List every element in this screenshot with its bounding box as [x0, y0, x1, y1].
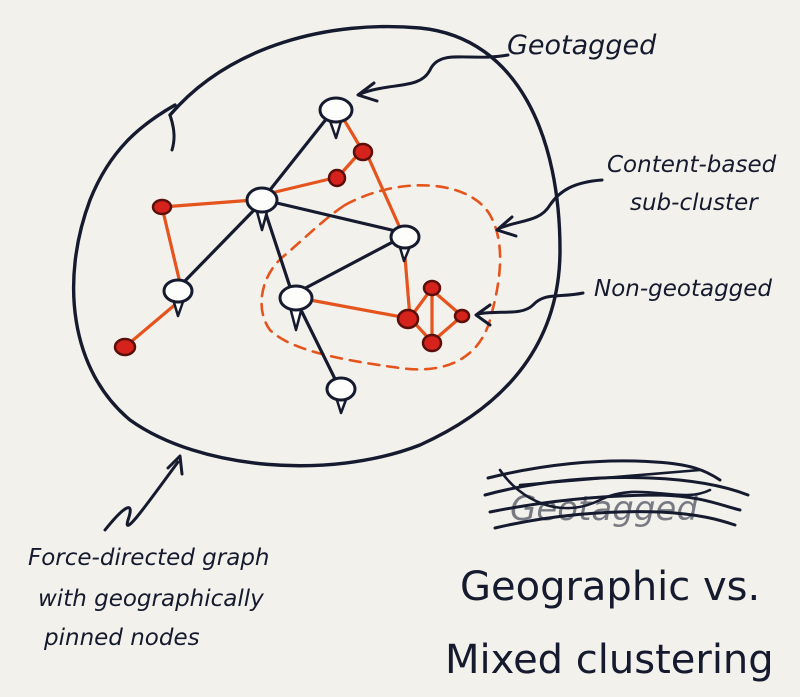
red-dot-icon	[421, 333, 443, 353]
subcluster-arrow	[495, 178, 604, 238]
title-line2: Mixed clustering	[445, 637, 774, 683]
label-force-directed-line1: Force-directed graph	[28, 545, 270, 571]
title-line1: Geographic vs.	[460, 564, 760, 610]
label-sub-cluster: sub-cluster	[630, 190, 759, 216]
geotagged-nodes	[162, 96, 421, 415]
red-dot-icon	[113, 337, 137, 357]
crossed-out-scribble	[483, 459, 750, 530]
map-pin-icon	[389, 224, 421, 263]
label-force-directed-line3: pinned nodes	[43, 625, 200, 651]
label-non-geotagged: Non-geotagged	[594, 276, 772, 302]
map-pin-icon	[318, 96, 354, 140]
red-dot-icon	[453, 308, 471, 324]
force-graph-arrow	[103, 454, 184, 532]
non-geotagged-arrow	[474, 291, 585, 327]
label-content-based: Content-based	[607, 152, 777, 178]
red-dot-icon	[396, 308, 420, 330]
map-pin-icon	[278, 284, 314, 332]
red-dot-icon	[422, 279, 442, 297]
red-dot-icon	[151, 198, 173, 216]
outer-circle-tail	[168, 113, 176, 152]
map-pin-icon	[325, 376, 357, 415]
label-geotagged: Geotagged	[507, 30, 657, 61]
map-pin-icon	[245, 186, 279, 232]
outer-circle	[71, 24, 562, 468]
crossed-out-label: Geotagged	[510, 489, 698, 529]
geotagged-arrow	[356, 53, 510, 103]
subcluster-boundary	[260, 184, 502, 371]
red-dot-icon	[352, 142, 374, 162]
map-pin-icon	[162, 278, 194, 318]
label-force-directed-line2: with geographically	[38, 586, 264, 612]
red-dot-icon	[327, 168, 347, 188]
non-geotagged-nodes	[113, 142, 471, 357]
black-edges	[178, 111, 406, 387]
